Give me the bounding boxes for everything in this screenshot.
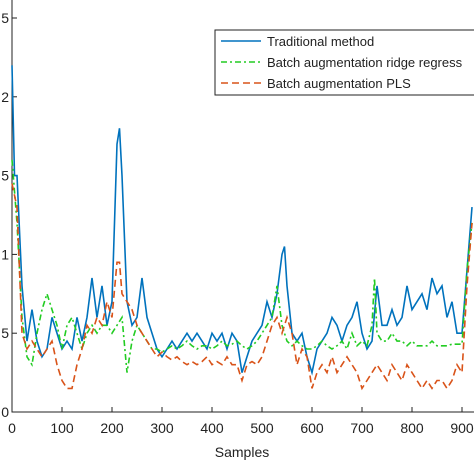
x-tick-label: 300 (150, 420, 174, 436)
y-tick-label: 0 (1, 404, 9, 420)
x-tick-label: 600 (300, 420, 324, 436)
x-tick-label: 400 (200, 420, 224, 436)
y-tick-label: 2.5 (0, 10, 9, 26)
x-tick-label: 800 (400, 420, 424, 436)
x-tick-label: 200 (100, 420, 124, 436)
x-tick-label: 100 (50, 420, 74, 436)
series-line (11, 159, 473, 373)
y-tick-label: 1.5 (0, 168, 9, 184)
legend-label: Batch augmentation ridge regress (267, 55, 463, 70)
x-tick-label: 700 (350, 420, 374, 436)
x-tick-label: 0 (8, 420, 16, 436)
y-tick-label: 2 (1, 89, 9, 105)
x-tick-label: 900 (450, 420, 474, 436)
series-line (11, 183, 473, 391)
series-line (11, 65, 473, 376)
x-tick-label: 500 (250, 420, 274, 436)
legend-label: Batch augmentation PLS (267, 76, 411, 91)
x-axis-label: Samples (215, 444, 269, 460)
y-tick-label: 1 (1, 246, 9, 262)
legend-label: Traditional method (267, 34, 374, 49)
y-tick-label: 0.5 (0, 325, 9, 341)
